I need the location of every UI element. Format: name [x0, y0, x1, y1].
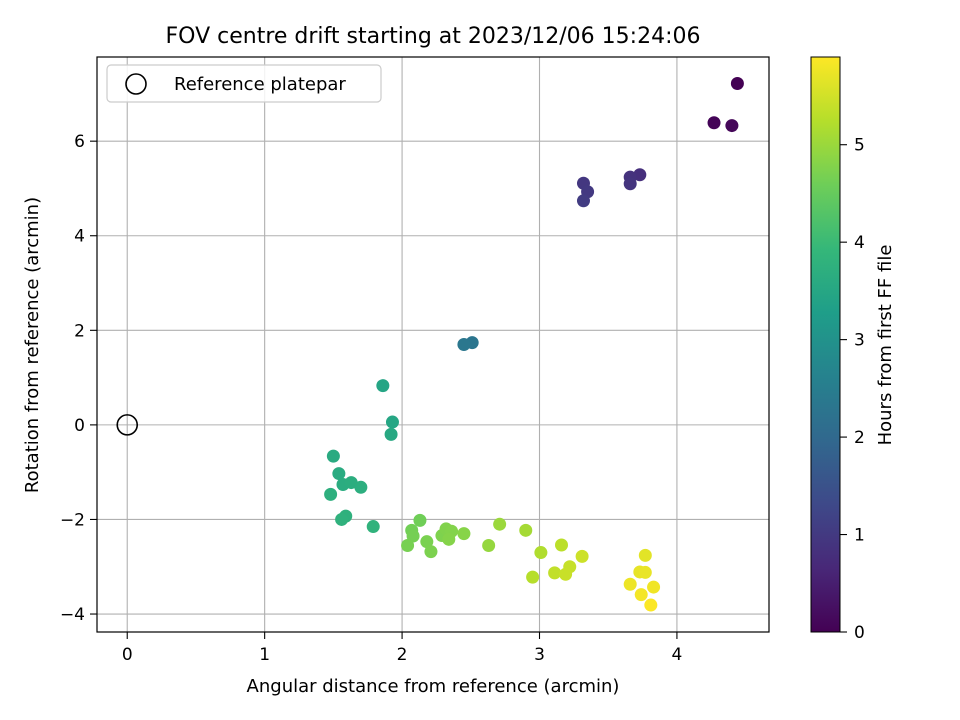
- data-point: [385, 415, 399, 429]
- plot-frame: [96, 56, 770, 633]
- data-point: [326, 449, 340, 463]
- data-point: [493, 517, 507, 531]
- x-tick-label: 0: [122, 645, 133, 665]
- data-point: [413, 513, 427, 527]
- y-tick-label: 4: [74, 227, 85, 247]
- data-point: [324, 487, 338, 501]
- colorbar-tick-label: 3: [854, 331, 865, 351]
- x-axis-ticks: 0 1 2 3 4: [122, 632, 683, 665]
- data-point: [575, 549, 589, 563]
- data-point: [623, 577, 637, 591]
- data-point: [576, 194, 590, 208]
- x-tick-label: 4: [672, 645, 683, 665]
- data-point: [406, 529, 420, 543]
- chart-title: FOV centre drift starting at 2023/12/06 …: [166, 24, 701, 49]
- y-tick-label: −2: [60, 510, 85, 530]
- colorbar-label: Hours from first FF file: [875, 245, 896, 446]
- data-point: [707, 116, 721, 130]
- legend: Reference platepar: [106, 64, 382, 103]
- legend-box: [106, 64, 382, 103]
- data-point: [457, 527, 471, 541]
- y-axis-ticks: −4 −2 0 2 4 6: [60, 132, 97, 625]
- x-tick-label: 1: [259, 645, 270, 665]
- reference-marker: [116, 414, 139, 436]
- data-point: [366, 520, 380, 534]
- data-point: [725, 119, 739, 133]
- legend-entry-reference: Reference platepar: [174, 74, 346, 95]
- data-point: [644, 598, 658, 612]
- data-point: [384, 427, 398, 441]
- data-point: [420, 535, 434, 549]
- data-point: [554, 538, 568, 552]
- x-tick-label: 3: [534, 645, 545, 665]
- data-point: [424, 545, 438, 559]
- x-tick-label: 2: [397, 645, 408, 665]
- colorbar-tick-label: 4: [854, 233, 865, 253]
- data-point: [332, 467, 346, 481]
- data-point: [534, 546, 548, 560]
- legend-marker: [125, 73, 147, 95]
- colorbar-tick-label: 2: [854, 428, 865, 448]
- data-point: [376, 379, 390, 393]
- data-point: [548, 566, 562, 580]
- data-points: [324, 76, 744, 612]
- colorbar-tick-label: 5: [854, 136, 865, 156]
- data-point: [559, 567, 573, 581]
- data-point: [401, 538, 415, 552]
- plot-area: [97, 57, 769, 632]
- data-point: [623, 177, 637, 191]
- data-point: [526, 570, 540, 584]
- data-point: [647, 580, 661, 594]
- data-point: [442, 532, 456, 546]
- data-point: [344, 476, 358, 490]
- grid: [97, 57, 769, 632]
- colorbar-tick-label: 1: [854, 526, 865, 546]
- y-tick-label: 0: [74, 416, 85, 436]
- colorbar-ticks: 0 1 2 3 4 5: [840, 136, 865, 643]
- data-point: [335, 512, 349, 526]
- data-point: [638, 548, 652, 562]
- colorbar: [810, 56, 841, 633]
- data-point: [730, 76, 744, 90]
- data-point: [354, 480, 368, 494]
- y-axis-label: Rotation from reference (arcmin): [22, 197, 43, 493]
- data-point: [482, 538, 496, 552]
- y-tick-label: 2: [74, 321, 85, 341]
- x-axis-label: Angular distance from reference (arcmin): [247, 676, 620, 697]
- data-point: [519, 523, 533, 537]
- y-tick-label: −4: [60, 605, 85, 625]
- data-point: [638, 565, 652, 579]
- colorbar-tick-label: 0: [854, 623, 865, 643]
- y-tick-label: 6: [74, 132, 85, 152]
- data-point: [457, 338, 471, 351]
- data-point: [634, 588, 648, 602]
